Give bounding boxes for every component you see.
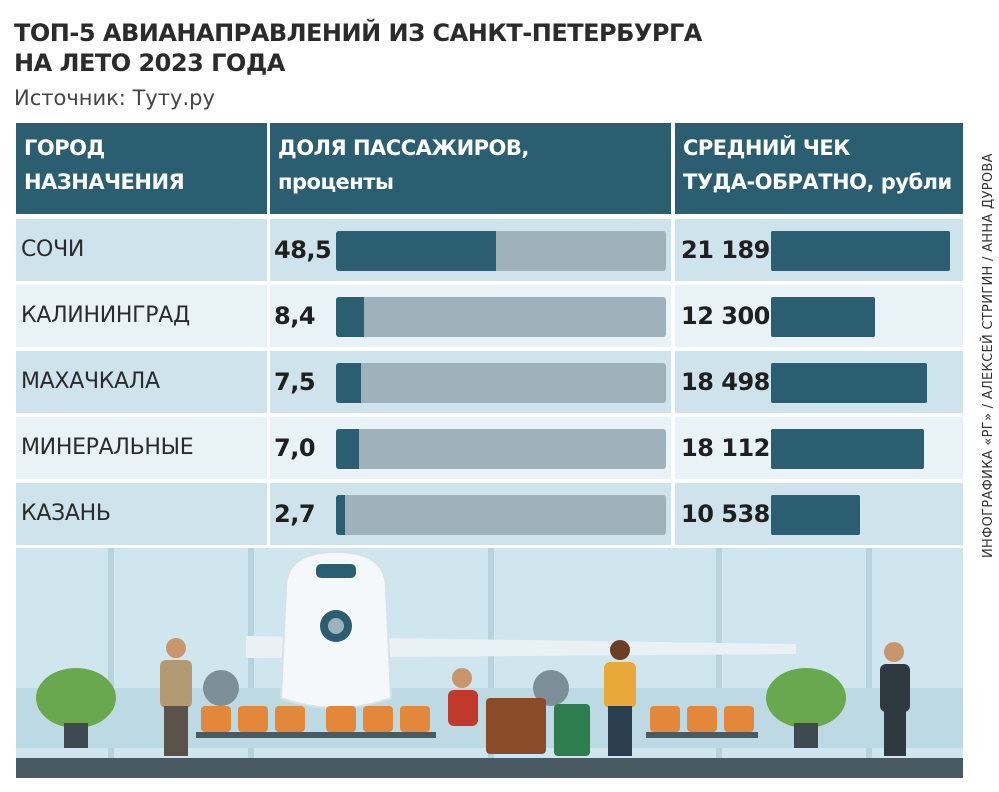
share-bar-track (336, 495, 666, 535)
share-value-label: 7,5 (274, 368, 316, 396)
share-cell: 8,4 (270, 285, 671, 347)
share-value-label: 7,0 (274, 434, 316, 462)
suitcase-icon (554, 704, 590, 756)
price-value-label: 18 498 (681, 368, 770, 396)
price-bar (771, 231, 951, 271)
price-cell: 12 300 (675, 285, 963, 347)
share-bar (336, 297, 364, 337)
price-value-label: 18 112 (681, 434, 770, 462)
header-price-line-2: ТУДА-ОБРАТНО, рубли (683, 170, 952, 194)
airplane-icon (203, 550, 796, 709)
share-value-label: 48,5 (274, 236, 332, 264)
floor (16, 758, 963, 778)
share-bar-track (336, 429, 666, 469)
table-row: КАЗАНЬ 2,7 10 538 (16, 483, 963, 545)
share-value-label: 8,4 (274, 302, 316, 330)
share-bar (336, 429, 360, 469)
share-bar-track (336, 363, 666, 403)
header-price-line-1: СРЕДНИЙ ЧЕК (683, 136, 850, 160)
title-line-2: НА ЛЕТО 2023 ГОДА (14, 49, 285, 77)
price-value-label: 12 300 (681, 302, 770, 330)
traveler-icon (448, 668, 546, 754)
traveler-icon (160, 638, 192, 756)
source-note: Источник: Туту.ру (14, 86, 215, 110)
price-bar (771, 429, 925, 469)
share-bar-track (336, 231, 666, 271)
header-city: ГОРОД НАЗНАЧЕНИЯ (16, 123, 267, 214)
share-cell: 48,5 (270, 219, 671, 281)
table-row: МИНЕРАЛЬНЫЕ ВОДЫ 7,0 18 112 (16, 417, 963, 522)
city-label: КАЗАНЬ (21, 501, 111, 526)
traveler-icon (604, 640, 636, 756)
credit-text: ИНФОГРАФИКА «РГ» / АЛЕКСЕЙ СТРИГИН / АНН… (981, 153, 996, 558)
header-city-line-2: НАЗНАЧЕНИЯ (24, 170, 185, 194)
plant-icon (766, 668, 846, 748)
table-row: МАХАЧКАЛА 7,5 18 498 (16, 351, 963, 413)
share-bar (336, 363, 361, 403)
header-share-line-2: проценты (278, 170, 394, 194)
header-share-line-1: ДОЛЯ ПАССАЖИРОВ, (278, 136, 529, 160)
price-cell: 10 538 (675, 483, 963, 545)
city-cell: КАЗАНЬ (16, 483, 267, 545)
city-cell: МИНЕРАЛЬНЫЕ ВОДЫ (16, 417, 267, 522)
data-table: ГОРОД НАЗНАЧЕНИЯ ДОЛЯ ПАССАЖИРОВ, процен… (16, 123, 963, 547)
chart-title: ТОП-5 АВИАНАПРАВЛЕНИЙ ИЗ САНКТ-ПЕТЕРБУРГ… (14, 18, 702, 78)
city-label: МАХАЧКАЛА (21, 369, 160, 394)
header-share: ДОЛЯ ПАССАЖИРОВ, проценты (270, 123, 671, 214)
plant-icon (36, 668, 116, 748)
share-bar (336, 231, 497, 271)
title-line-1: ТОП-5 АВИАНАПРАВЛЕНИЙ ИЗ САНКТ-ПЕТЕРБУРГ… (14, 19, 702, 47)
share-cell: 7,0 (270, 417, 671, 479)
share-cell: 7,5 (270, 351, 671, 413)
price-bar (771, 495, 861, 535)
price-cell: 18 498 (675, 351, 963, 413)
share-value-label: 2,7 (274, 500, 316, 528)
table-row: КАЛИНИНГРАД 8,4 12 300 (16, 285, 963, 347)
city-cell: СОЧИ (16, 219, 267, 281)
traveler-icon (880, 642, 910, 756)
airport-illustration (16, 548, 963, 778)
price-bar (771, 363, 928, 403)
city-label: КАЛИНИНГРАД (21, 303, 190, 328)
header-city-line-1: ГОРОД (24, 136, 105, 160)
city-label: СОЧИ (21, 237, 85, 262)
price-value-label: 21 189 (681, 236, 770, 264)
city-cell: КАЛИНИНГРАД (16, 285, 267, 347)
table-row: СОЧИ 48,5 21 189 (16, 219, 963, 281)
share-bar-track (336, 297, 666, 337)
share-bar (336, 495, 345, 535)
price-bar (771, 297, 875, 337)
share-cell: 2,7 (270, 483, 671, 545)
header-price: СРЕДНИЙ ЧЕК ТУДА-ОБРАТНО, рубли (675, 123, 963, 214)
price-cell: 21 189 (675, 219, 963, 281)
waiting-seats (196, 706, 758, 738)
price-cell: 18 112 (675, 417, 963, 479)
price-value-label: 10 538 (681, 500, 770, 528)
city-cell: МАХАЧКАЛА (16, 351, 267, 413)
